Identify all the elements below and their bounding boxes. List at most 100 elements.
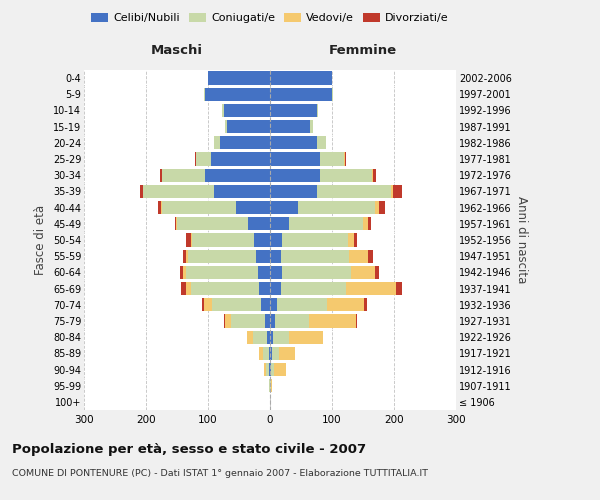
Bar: [186, 250, 188, 263]
Bar: [263, 346, 269, 360]
Bar: [214, 136, 220, 149]
Bar: [183, 266, 187, 279]
Bar: [188, 250, 256, 263]
Text: Maschi: Maschi: [151, 44, 203, 57]
Bar: [289, 217, 363, 230]
Bar: [247, 330, 253, 344]
Y-axis label: Fasce di età: Fasce di età: [34, 205, 47, 275]
Text: Femmine: Femmine: [329, 44, 397, 57]
Bar: [270, 346, 272, 360]
Bar: [223, 104, 270, 117]
Bar: [195, 152, 196, 166]
Bar: [161, 168, 205, 182]
Bar: [266, 363, 269, 376]
Bar: [270, 72, 332, 85]
Bar: [354, 234, 358, 246]
Bar: [270, 217, 289, 230]
Bar: [270, 330, 273, 344]
Bar: [140, 185, 143, 198]
Bar: [346, 282, 396, 295]
Bar: [271, 379, 272, 392]
Bar: [158, 201, 161, 214]
Bar: [277, 298, 327, 312]
Bar: [177, 217, 248, 230]
Bar: [205, 168, 270, 182]
Bar: [320, 152, 344, 166]
Bar: [204, 298, 212, 312]
Bar: [283, 234, 347, 246]
Bar: [391, 185, 393, 198]
Bar: [270, 136, 317, 149]
Bar: [225, 120, 227, 134]
Bar: [281, 250, 349, 263]
Legend: Celibi/Nubili, Coniugati/e, Vedovi/e, Divorziati/e: Celibi/Nubili, Coniugati/e, Vedovi/e, Di…: [87, 8, 453, 28]
Bar: [363, 217, 368, 230]
Bar: [275, 314, 309, 328]
Bar: [271, 363, 274, 376]
Bar: [270, 250, 281, 263]
Bar: [222, 104, 223, 117]
Bar: [176, 217, 177, 230]
Bar: [205, 88, 270, 101]
Bar: [196, 152, 211, 166]
Bar: [181, 282, 185, 295]
Bar: [376, 266, 379, 279]
Bar: [368, 217, 371, 230]
Bar: [349, 250, 368, 263]
Bar: [317, 104, 318, 117]
Bar: [257, 266, 270, 279]
Bar: [211, 152, 270, 166]
Bar: [373, 168, 376, 182]
Bar: [270, 104, 317, 117]
Bar: [393, 185, 402, 198]
Bar: [320, 168, 372, 182]
Bar: [327, 298, 364, 312]
Bar: [344, 152, 345, 166]
Bar: [280, 346, 295, 360]
Bar: [270, 282, 281, 295]
Bar: [270, 88, 332, 101]
Bar: [214, 185, 270, 198]
Text: Popolazione per età, sesso e stato civile - 2007: Popolazione per età, sesso e stato civil…: [12, 442, 366, 456]
Bar: [272, 346, 280, 360]
Text: COMUNE DI PONTENURE (PC) - Dati ISTAT 1° gennaio 2007 - Elaborazione TUTTITALIA.: COMUNE DI PONTENURE (PC) - Dati ISTAT 1°…: [12, 469, 428, 478]
Bar: [161, 201, 236, 214]
Bar: [345, 152, 346, 166]
Bar: [265, 314, 270, 328]
Bar: [259, 346, 263, 360]
Bar: [259, 282, 270, 295]
Bar: [185, 234, 191, 246]
Bar: [183, 250, 187, 263]
Bar: [208, 72, 270, 85]
Bar: [262, 298, 270, 312]
Bar: [379, 201, 385, 214]
Bar: [267, 330, 270, 344]
Bar: [273, 330, 289, 344]
Bar: [204, 88, 205, 101]
Bar: [265, 363, 266, 376]
Y-axis label: Anni di nascita: Anni di nascita: [515, 196, 529, 284]
Bar: [270, 266, 283, 279]
Bar: [220, 136, 270, 149]
Bar: [317, 185, 391, 198]
Bar: [269, 363, 270, 376]
Bar: [202, 298, 204, 312]
Bar: [185, 282, 191, 295]
Bar: [225, 314, 231, 328]
Bar: [270, 201, 298, 214]
Bar: [270, 363, 271, 376]
Bar: [270, 379, 271, 392]
Bar: [212, 298, 262, 312]
Bar: [270, 234, 283, 246]
Bar: [270, 314, 275, 328]
Bar: [143, 185, 214, 198]
Bar: [270, 152, 320, 166]
Bar: [310, 120, 313, 134]
Bar: [231, 314, 265, 328]
Bar: [350, 266, 376, 279]
Bar: [254, 234, 270, 246]
Bar: [368, 250, 373, 263]
Bar: [356, 314, 357, 328]
Bar: [256, 250, 270, 263]
Bar: [192, 234, 254, 246]
